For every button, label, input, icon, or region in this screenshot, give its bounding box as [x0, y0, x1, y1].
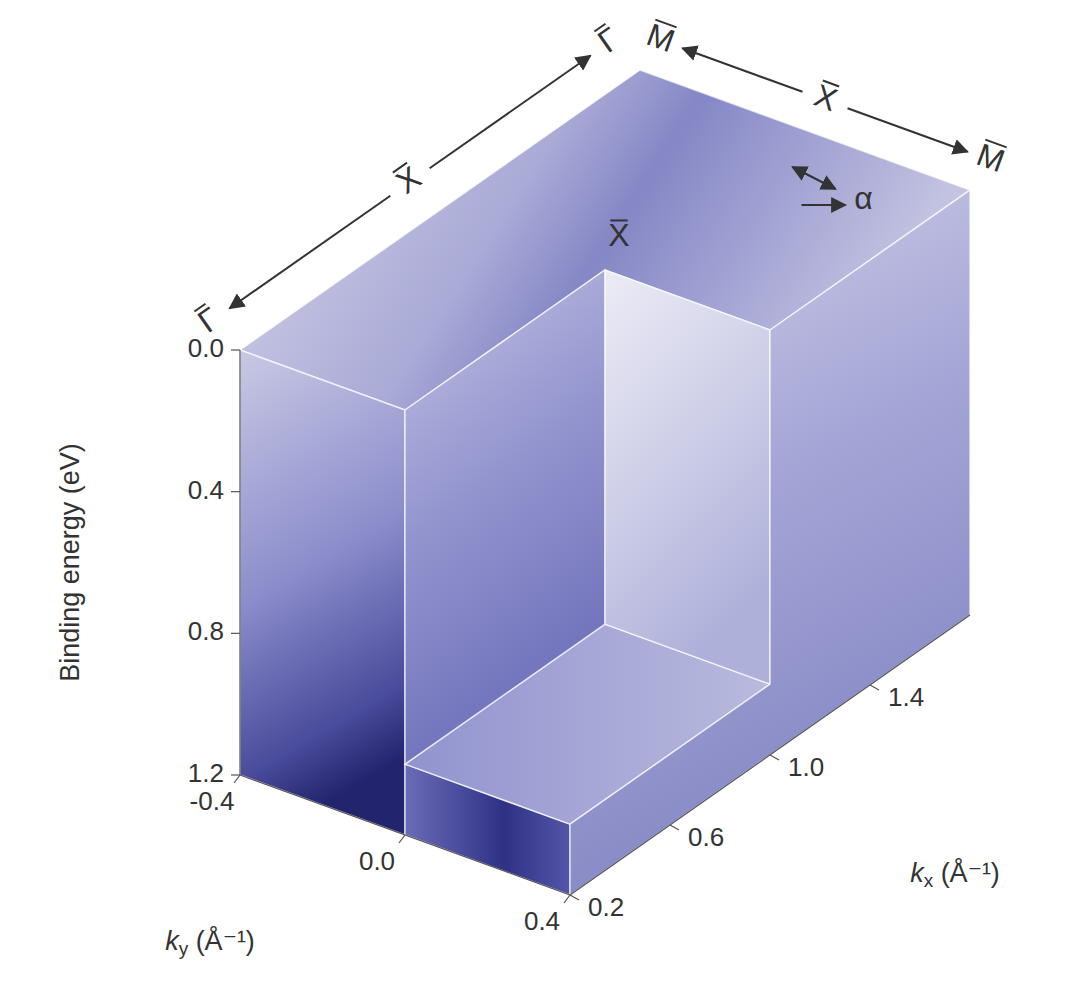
- arrow: [848, 108, 968, 152]
- symmetry-label: Γ: [191, 300, 226, 340]
- symmetry-label: Γ: [591, 20, 626, 60]
- front-face: [240, 350, 405, 835]
- x-tick: [564, 895, 570, 903]
- symmetry-label: X: [608, 217, 629, 253]
- y-tick: [231, 774, 240, 775]
- y-tick-label: 0.4: [188, 475, 224, 505]
- chart: 0.0 0.4 0.8 1.2-0.4 0.0 0.4 0.2 0.6 1.0 1.4 Bindin…: [0, 0, 1068, 985]
- z-tick: [870, 685, 879, 690]
- symmetry-label-text: X: [389, 159, 427, 201]
- symmetry-label: X: [389, 159, 427, 201]
- x-axis-title: ky (Å⁻¹): [165, 925, 255, 959]
- z-axis-line: [570, 615, 970, 895]
- symmetry-label-text: Γ: [191, 300, 226, 340]
- symmetry-label-text: M: [642, 16, 679, 59]
- x-tick-label: 0.4: [524, 906, 560, 936]
- y-tick: [231, 349, 240, 350]
- notch-back-face: [605, 270, 770, 684]
- notch-side-face: [405, 270, 605, 764]
- z-axis-title: kx (Å⁻¹): [910, 857, 1000, 891]
- x-tick: [234, 775, 240, 783]
- y-tick: [231, 491, 240, 492]
- alpha-label: α: [854, 180, 873, 216]
- arrow: [683, 48, 803, 92]
- symmetry-label: X: [810, 77, 842, 118]
- symmetry-label-text: Γ: [591, 20, 626, 60]
- y-axis-title: Binding energy (eV): [55, 443, 85, 682]
- y-tick-label: 0.0: [188, 333, 224, 363]
- overline: [985, 140, 1006, 148]
- y-tick-label: 1.2: [188, 758, 224, 788]
- z-tick-label: 1.0: [788, 752, 824, 782]
- arrow: [793, 167, 836, 189]
- x-axis-line: [240, 775, 570, 895]
- annotations: ΓXΓMXMXα: [191, 16, 1010, 340]
- z-tick-label: 0.2: [588, 892, 624, 922]
- overline: [393, 163, 407, 173]
- arrow: [802, 204, 846, 206]
- y-tick-label: 0.8: [188, 616, 224, 646]
- x-tick-label: 0.0: [359, 846, 395, 876]
- z-tick: [570, 895, 579, 900]
- arrow: [230, 196, 391, 308]
- symmetry-label-text: M: [972, 136, 1009, 179]
- overline: [594, 24, 605, 32]
- overline: [610, 219, 627, 221]
- symmetry-label-text: X: [810, 77, 842, 118]
- z-tick: [670, 825, 679, 830]
- symmetry-label: M: [642, 16, 679, 59]
- z-tick-label: 1.4: [888, 682, 924, 712]
- overline: [194, 304, 205, 312]
- z-tick: [770, 755, 779, 760]
- x-tick: [399, 835, 405, 843]
- overline: [823, 81, 839, 87]
- overline: [655, 20, 676, 28]
- arrow: [430, 56, 591, 168]
- x-tick-label: -0.4: [190, 786, 235, 816]
- symmetry-label-text: X: [608, 217, 629, 253]
- symmetry-label: M: [972, 136, 1009, 179]
- y-axis-line: [239, 350, 240, 775]
- cube: [240, 70, 970, 895]
- y-tick: [231, 633, 240, 634]
- right-face: [570, 190, 970, 895]
- axes: 0.0 0.4 0.8 1.2-0.4 0.0 0.4 0.2 0.6 1.0 1.4 Bindin…: [55, 333, 1000, 959]
- z-tick-label: 0.6: [688, 822, 724, 852]
